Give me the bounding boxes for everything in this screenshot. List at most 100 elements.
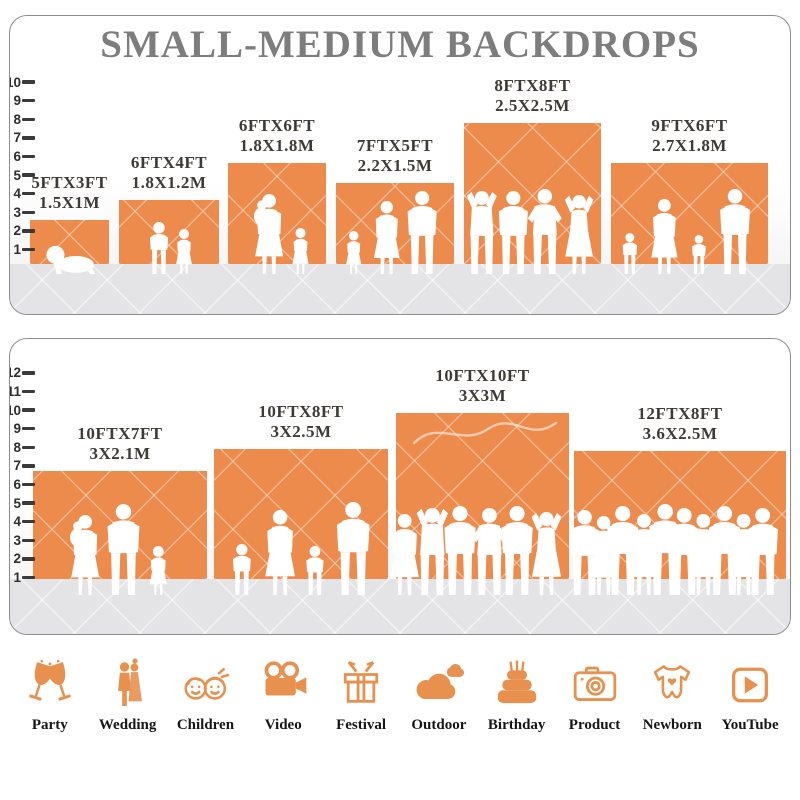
axis-tick-label: 5 xyxy=(13,495,21,511)
size-label-ft: 10FTX7FT xyxy=(77,423,163,443)
size-label-m: 3X3M xyxy=(458,386,507,406)
baby-onesie-icon xyxy=(644,653,700,713)
people-silhouettes xyxy=(346,191,437,274)
axis-tick-label: 1 xyxy=(13,242,21,257)
axis-tick-label: 6 xyxy=(13,149,21,164)
axis-tick-label: 4 xyxy=(13,514,21,530)
axis-tick-label: 9 xyxy=(13,421,21,437)
people-silhouettes xyxy=(253,194,309,274)
size-label: 5FTX3FT 1.5X1M xyxy=(31,173,107,214)
axis-tick-label: 4 xyxy=(13,186,21,202)
axis-tick-label: 6 xyxy=(13,477,21,492)
axis-tick-label: 3 xyxy=(13,204,21,220)
play-button-icon xyxy=(722,653,778,713)
axis-tick-7: 7 xyxy=(10,458,35,474)
people-silhouettes xyxy=(390,506,562,595)
category-item-youtube: YouTube xyxy=(714,653,786,734)
axis-tick-8: 8 xyxy=(10,111,35,127)
people-silhouettes xyxy=(622,189,750,274)
category-label: Children xyxy=(176,717,235,733)
axis-tick-mark xyxy=(22,247,35,252)
people-silhouettes xyxy=(569,504,778,595)
axis-tick-6: 6 xyxy=(10,149,35,164)
axis-tick-7: 7 xyxy=(10,130,35,146)
page-title: SMALL-MEDIUM BACKDROPS xyxy=(100,23,700,66)
clouds-icon xyxy=(411,653,467,713)
category-item-festival: Festival xyxy=(325,653,397,734)
size-label: 12FTX8FT 3.6X2.5M xyxy=(637,404,722,445)
people-silhouettes xyxy=(70,504,167,595)
size-label-ft: 7FTX5FT xyxy=(356,135,434,155)
axis-tick-2: 2 xyxy=(10,223,35,239)
axis-tick-label: 8 xyxy=(13,111,21,127)
category-item-product: Product xyxy=(559,653,631,734)
axis-tick-8: 8 xyxy=(10,439,35,455)
axis-tick-1: 1 xyxy=(10,242,35,257)
size-label-ft: 5FTX3FT xyxy=(31,172,108,192)
size-label-ft: 12FTX8FT xyxy=(637,403,723,423)
axis-tick-10: 10 xyxy=(10,75,35,90)
axis-tick-1: 1 xyxy=(10,570,35,585)
size-label: 10FTX8FT 3X2.5M xyxy=(258,402,343,443)
size-label-m: 3X2.5M xyxy=(270,422,332,442)
axis-tick-mark xyxy=(22,464,35,468)
birthday-cake-icon xyxy=(489,653,545,713)
axis-tick-mark xyxy=(22,575,35,580)
axis-tick-label: 7 xyxy=(13,458,21,474)
size-label-ft: 6FTX4FT xyxy=(130,152,208,172)
category-label: Birthday xyxy=(487,717,546,733)
axis-tick-4: 4 xyxy=(10,186,35,202)
axis-tick-label: 1 xyxy=(13,570,21,585)
axis-tick-label: 2 xyxy=(13,551,21,567)
size-label-ft: 10FTX10FT xyxy=(435,365,530,385)
axis-tick-mark xyxy=(22,229,35,233)
axis-tick-mark xyxy=(22,371,35,375)
people-silhouettes xyxy=(466,189,594,274)
axis-tick-3: 3 xyxy=(10,532,35,548)
axis-tick-10: 10 xyxy=(10,402,35,418)
axis-tick-mark xyxy=(22,482,35,487)
size-label: 10FTX7FT 3X2.1M xyxy=(77,424,162,465)
axis-tick-mark xyxy=(22,426,35,431)
size-label-ft: 9FTX6FT xyxy=(651,115,728,135)
size-label: 6FTX6FT 1.8X1.8M xyxy=(239,116,315,157)
wedding-couple-icon xyxy=(100,653,156,713)
axis-tick-label: 7 xyxy=(13,130,21,146)
axis-tick-9: 9 xyxy=(10,93,35,108)
axis-tick-9: 9 xyxy=(10,421,35,437)
axis-tick-12: 12 xyxy=(10,365,35,381)
children-faces-icon xyxy=(177,653,233,713)
axis-tick-mark xyxy=(22,80,35,84)
size-label: 6FTX4FT 1.8X1.2M xyxy=(131,153,207,194)
category-label: Wedding xyxy=(98,717,157,733)
axis-tick-label: 12 xyxy=(10,365,21,381)
axis-tick-mark xyxy=(22,173,35,177)
axis-tick-mark xyxy=(22,154,35,159)
category-item-outdoor: Outdoor xyxy=(403,653,475,734)
size-label-m: 1.8X1.8M xyxy=(239,136,315,156)
axis-tick-mark xyxy=(22,538,35,543)
category-item-video: Video xyxy=(247,653,319,734)
axis-tick-mark xyxy=(22,408,35,412)
axis-tick-label: 8 xyxy=(13,439,21,455)
category-row: Party Wedding Children Video Festival Ou… xyxy=(0,653,800,734)
size-label-m: 3.6X2.5M xyxy=(642,424,718,444)
category-label: Festival xyxy=(336,717,387,733)
category-item-children: Children xyxy=(169,653,241,734)
axis-tick-label: 3 xyxy=(13,532,21,548)
category-label: YouTube xyxy=(721,717,779,733)
size-label-m: 2.2X1.5M xyxy=(357,156,433,176)
category-label: Party xyxy=(31,717,68,733)
size-label: 8FTX8FT 2.5X2.5M xyxy=(494,76,570,117)
watermark-squiggle xyxy=(412,421,558,445)
axis-tick-label: 2 xyxy=(13,223,21,239)
axis-tick-label: 10 xyxy=(10,402,21,418)
axis-tick-mark xyxy=(22,501,35,505)
party-glasses-icon xyxy=(22,653,78,713)
size-label-m: 1.5X1M xyxy=(38,193,101,213)
axis-tick-mark xyxy=(22,519,35,524)
category-item-newborn: Newborn xyxy=(636,653,708,734)
backdrop-size-bar xyxy=(119,200,219,264)
people-silhouettes xyxy=(46,245,96,274)
